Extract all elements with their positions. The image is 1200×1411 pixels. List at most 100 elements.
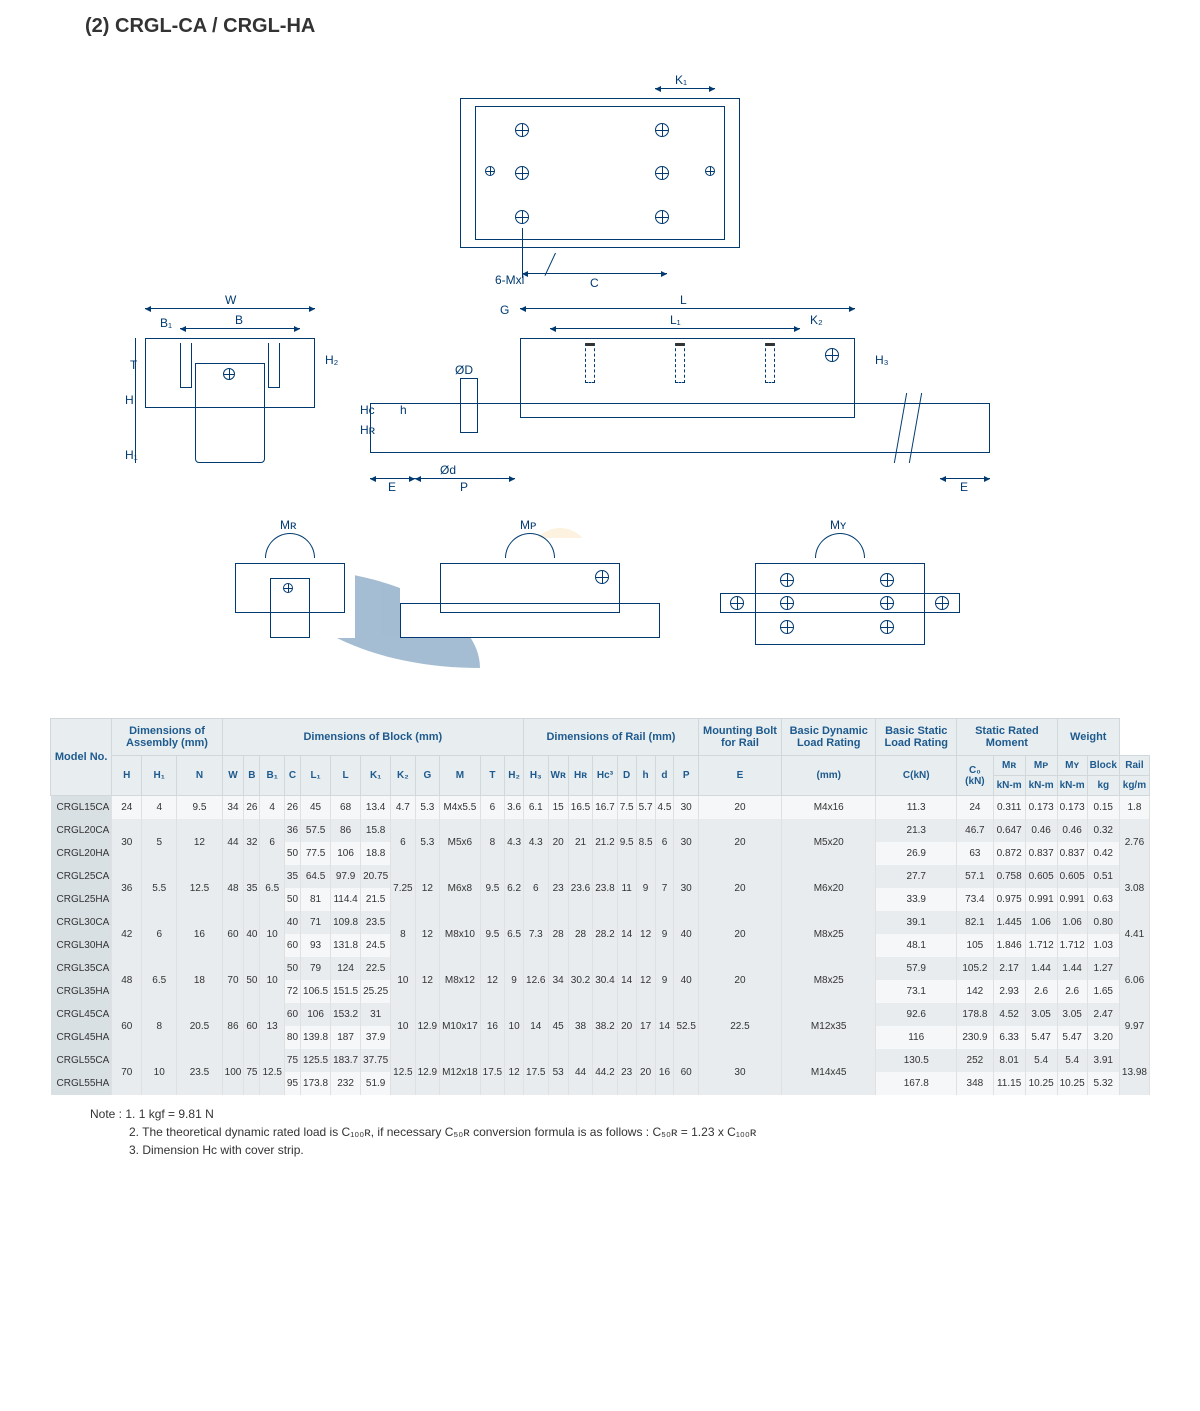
data-cell: 24 [957, 796, 993, 820]
data-cell: 50 [284, 957, 300, 980]
data-cell: 70 [112, 1049, 142, 1095]
model-cell: CRGL25HA [51, 888, 112, 911]
data-cell: 1.712 [1057, 934, 1087, 957]
data-cell: 12.5 [260, 1049, 284, 1095]
data-cell: 40 [674, 957, 698, 1003]
data-cell: 13 [260, 1003, 284, 1049]
data-cell: 173.8 [301, 1072, 331, 1095]
data-cell: 0.15 [1087, 796, 1119, 820]
spec-table: Model No.Dimensions of Assembly (mm)Dime… [50, 718, 1150, 1095]
data-cell: 40 [284, 911, 300, 934]
data-cell: 21.2 [593, 819, 617, 865]
model-cell: CRGL45CA [51, 1003, 112, 1026]
data-cell: 21 [568, 819, 592, 865]
data-cell: M8x12 [440, 957, 481, 1003]
data-cell: M12x35 [782, 1003, 876, 1049]
data-cell: 5.3 [415, 819, 439, 865]
data-cell: 4.3 [524, 819, 548, 865]
data-cell: 9.5 [617, 819, 636, 865]
data-cell: 0.975 [993, 888, 1025, 911]
data-cell: 93 [301, 934, 331, 957]
data-cell: 12 [415, 957, 439, 1003]
data-cell: 17.5 [524, 1049, 548, 1095]
data-cell: 5.32 [1087, 1072, 1119, 1095]
data-cell: 82.1 [957, 911, 993, 934]
data-cell: 20 [698, 957, 781, 1003]
data-cell: 230.9 [957, 1026, 993, 1049]
data-cell: 60 [284, 934, 300, 957]
data-cell: 12 [636, 957, 655, 1003]
data-cell: 30 [674, 819, 698, 865]
moment-mr-drawing: Mʀ [225, 538, 355, 638]
data-cell: 20.5 [177, 1003, 222, 1049]
data-cell: 9.5 [480, 865, 504, 911]
data-cell: 2.93 [993, 980, 1025, 1003]
data-cell: 75 [284, 1049, 300, 1072]
data-cell: M8x25 [782, 911, 876, 957]
data-cell: 4.41 [1119, 911, 1149, 957]
data-cell: 11 [617, 865, 636, 911]
data-cell: 20 [698, 911, 781, 957]
data-cell: 46.7 [957, 819, 993, 842]
data-cell: 30 [698, 1049, 781, 1095]
data-cell: 92.6 [876, 1003, 957, 1026]
data-cell: 3.91 [1087, 1049, 1119, 1072]
data-cell: 5.47 [1025, 1026, 1057, 1049]
data-cell: 50 [284, 842, 300, 865]
data-cell: 68 [331, 796, 361, 820]
data-cell: 20 [698, 819, 781, 865]
data-cell: M5x20 [782, 819, 876, 865]
data-cell: 6.1 [524, 796, 548, 820]
model-cell: CRGL25CA [51, 865, 112, 888]
data-cell: 4.3 [505, 819, 524, 865]
data-cell: 2.76 [1119, 819, 1149, 865]
data-cell: 16 [177, 911, 222, 957]
data-cell: 114.4 [331, 888, 361, 911]
data-cell: 0.80 [1087, 911, 1119, 934]
data-cell: 30.2 [568, 957, 592, 1003]
data-cell: 1.06 [1057, 911, 1087, 934]
data-cell: 139.8 [301, 1026, 331, 1049]
data-cell: 1.03 [1087, 934, 1119, 957]
data-cell: 9 [655, 911, 674, 957]
data-cell: 60 [284, 1003, 300, 1026]
data-cell: 57.5 [301, 819, 331, 842]
data-cell: 109.8 [331, 911, 361, 934]
data-cell: M12x18 [440, 1049, 481, 1095]
data-cell: 6.5 [260, 865, 284, 911]
data-cell: 73.4 [957, 888, 993, 911]
data-cell: 4 [142, 796, 177, 820]
data-cell: 6 [480, 796, 504, 820]
data-cell: 106 [331, 842, 361, 865]
data-cell: 36 [284, 819, 300, 842]
data-cell: 30.4 [593, 957, 617, 1003]
data-cell: 6.5 [142, 957, 177, 1003]
data-cell: 20 [636, 1049, 655, 1095]
data-cell: 12 [505, 1049, 524, 1095]
data-cell: 5.4 [1025, 1049, 1057, 1072]
data-cell: 178.8 [957, 1003, 993, 1026]
data-cell: 116 [876, 1026, 957, 1049]
data-cell: 71 [301, 911, 331, 934]
data-cell: 97.9 [331, 865, 361, 888]
data-cell: 75 [244, 1049, 260, 1095]
data-cell: 1.445 [993, 911, 1025, 934]
data-cell: 86 [331, 819, 361, 842]
data-cell: 20 [698, 796, 781, 820]
data-cell: M6x8 [440, 865, 481, 911]
data-cell: 73.1 [876, 980, 957, 1003]
data-cell: 20.75 [361, 865, 391, 888]
data-cell: 5.3 [415, 796, 439, 820]
data-cell: 48 [112, 957, 142, 1003]
data-cell: 77.5 [301, 842, 331, 865]
data-cell: 8 [142, 1003, 177, 1049]
data-cell: 14 [524, 1003, 548, 1049]
data-cell: 12 [480, 957, 504, 1003]
data-cell: 20 [548, 819, 568, 865]
data-cell: 1.65 [1087, 980, 1119, 1003]
data-cell: 44.2 [593, 1049, 617, 1095]
data-cell: 1.27 [1087, 957, 1119, 980]
note-line: 2. The theoretical dynamic rated load is… [90, 1123, 1150, 1141]
data-cell: 6 [391, 819, 415, 865]
data-cell: M6x20 [782, 865, 876, 911]
